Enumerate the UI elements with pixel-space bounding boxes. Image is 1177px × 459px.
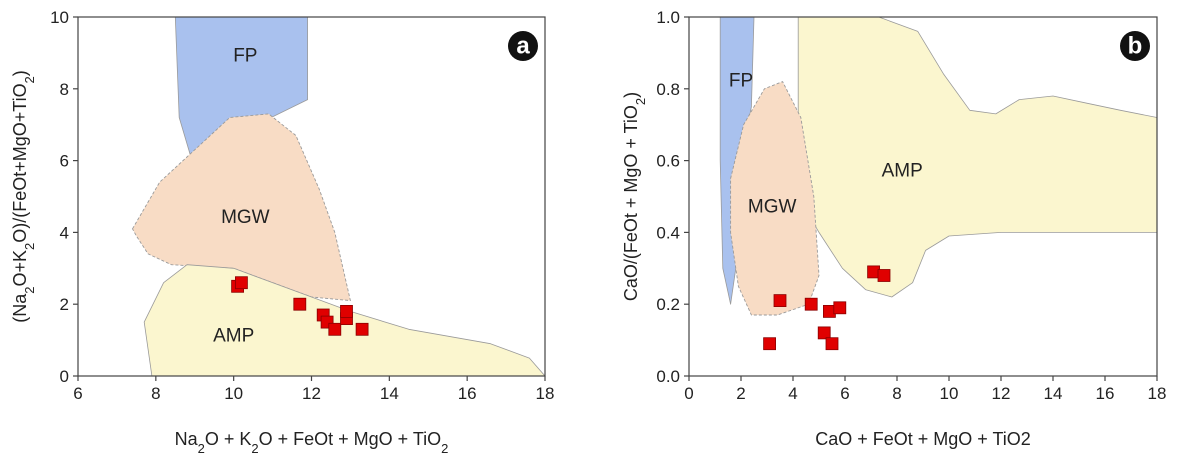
- x-tick-label: 4: [788, 384, 797, 403]
- panel-badge: [508, 31, 538, 61]
- text-segment: Na: [175, 429, 199, 449]
- x-tick-label: 16: [458, 384, 477, 403]
- panel-letter: a: [516, 32, 530, 59]
- subscript: 2: [22, 243, 37, 250]
- panel-badge: [1120, 31, 1150, 61]
- x-tick-label: 18: [1148, 384, 1167, 403]
- text-segment: ): [10, 70, 30, 76]
- x-tick-label: 6: [840, 384, 849, 403]
- subscript: 2: [633, 98, 648, 105]
- y-tick-label: 0: [60, 367, 69, 386]
- data-point: [833, 301, 847, 315]
- plot-area: FP MGW AMP: [132, 17, 545, 376]
- x-tick-label: 10: [224, 384, 243, 403]
- data-point: [773, 294, 787, 308]
- x-tick-label: 0: [684, 384, 693, 403]
- x-tick-label: 2: [736, 384, 745, 403]
- y-tick-label: 0.2: [656, 295, 680, 314]
- region-label-amp: AMP: [213, 326, 254, 347]
- x-axis-title: CaO + FeOt + MgO + TiO2: [815, 429, 1031, 449]
- data-point: [328, 322, 342, 336]
- region-label-amp: AMP: [882, 160, 923, 181]
- data-point: [763, 337, 776, 351]
- region-label-fp: FP: [233, 46, 257, 67]
- text-segment: (Na: [10, 293, 30, 323]
- region-mgw: [730, 81, 820, 316]
- panel-letter: b: [1128, 32, 1143, 59]
- subscript: 2: [441, 441, 448, 456]
- x-tick-label: 8: [892, 384, 901, 403]
- data-point: [293, 297, 307, 311]
- text-segment: ): [621, 92, 641, 98]
- x-tick-label: 12: [302, 384, 321, 403]
- data-point: [340, 304, 353, 318]
- y-tick-label: 2: [60, 295, 69, 314]
- y-tick-label: 8: [60, 80, 69, 99]
- y-tick-label: 0.0: [656, 367, 680, 386]
- subscript: 2: [22, 287, 37, 294]
- x-tick-label: 14: [380, 384, 399, 403]
- text-segment: O+K: [10, 250, 30, 287]
- x-tick-label: 14: [1044, 384, 1063, 403]
- text-segment: CaO/(FeOt + MgO + TiO: [621, 105, 641, 301]
- y-tick-label: 4: [60, 223, 69, 242]
- region-label-mgw: MGW: [748, 196, 797, 217]
- x-tick-label: 12: [992, 384, 1011, 403]
- y-tick-label: 0.8: [656, 80, 680, 99]
- x-tick-label: 6: [73, 384, 82, 403]
- x-tick-label: 16: [1096, 384, 1115, 403]
- region-label-mgw: MGW: [221, 207, 270, 228]
- data-point: [804, 297, 818, 311]
- data-point: [234, 276, 248, 290]
- y-tick-label: 6: [60, 152, 69, 171]
- plot-frame: [688, 16, 1158, 377]
- y-tick-label: 10: [50, 8, 69, 27]
- subscript: 2: [251, 441, 258, 456]
- region-amp: [797, 17, 1157, 298]
- text-segment: O)/(FeOt+MgO+TiO: [10, 83, 30, 242]
- text-segment: CaO + FeOt + MgO + TiO2: [815, 429, 1031, 449]
- subscript: 2: [198, 441, 205, 456]
- y-tick-label: 1.0: [656, 8, 680, 27]
- x-tick-label: 8: [151, 384, 160, 403]
- subscript: 2: [22, 76, 37, 83]
- y-tick-label: 0.4: [656, 223, 680, 242]
- data-point: [877, 269, 891, 282]
- y-tick-label: 0.6: [656, 152, 680, 171]
- panel-b: AMP FP MGW 0 2 4 6 8 10 12 14 16 18 0.0 0.2 0.4 0.6 0.8 1.…: [621, 8, 1166, 449]
- x-axis-title: Na2O + K2O + FeOt + MgO + TiO2: [175, 429, 449, 456]
- data-point: [817, 326, 831, 340]
- y-axis-title: CaO/(FeOt + MgO + TiO2): [621, 92, 648, 301]
- text-segment: O + K: [205, 429, 252, 449]
- plot-area: AMP FP MGW: [719, 17, 1157, 351]
- text-segment: O + FeOt + MgO + TiO: [259, 429, 442, 449]
- region-mgw: [132, 113, 351, 302]
- region-label-fp: FP: [729, 71, 753, 92]
- data-point: [825, 337, 839, 351]
- data-point: [355, 322, 369, 336]
- y-axis-title: (Na2O+K2O)/(FeOt+MgO+TiO2): [10, 70, 37, 323]
- x-tick-label: 18: [536, 384, 555, 403]
- x-tick-label: 10: [940, 384, 959, 403]
